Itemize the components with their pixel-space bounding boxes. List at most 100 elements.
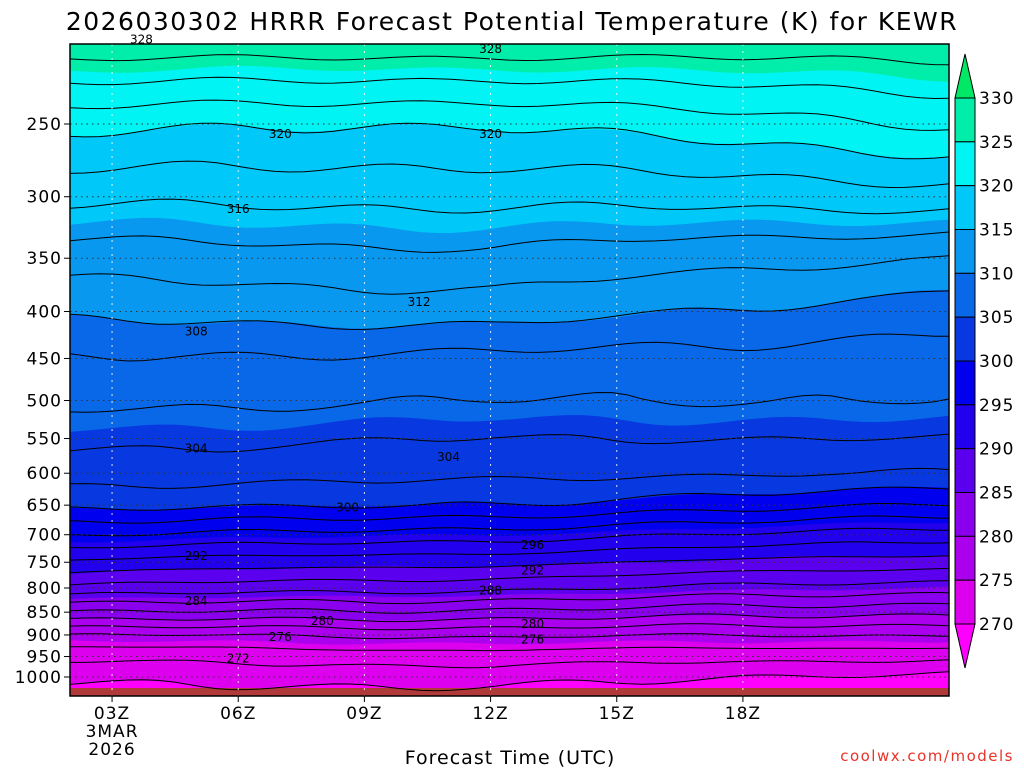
contour-label-296: 296 [521, 538, 544, 552]
credit-text: coolwx.com/models [840, 747, 1014, 765]
y-tick-label-950: 950 [27, 648, 62, 668]
contour-label-text: 300 [336, 500, 359, 514]
contour-line-326 [70, 53, 949, 66]
contour-line-288 [70, 567, 949, 586]
colorbar-band [954, 185, 976, 231]
contour-line-310 [70, 290, 949, 331]
contour-label-text: 316 [227, 202, 250, 216]
contour-line-296 [70, 515, 949, 537]
y-tick-label-900: 900 [27, 626, 62, 646]
y-tick-label-750: 750 [27, 553, 62, 573]
x-tick-label-09Z: 09Z [346, 704, 382, 724]
contour-label-308: 308 [185, 324, 208, 338]
pressure-axis: 250 300 350 400 450 500 550 600 650 700 750 800 850 9… [15, 115, 70, 688]
contour-label-288: 288 [479, 583, 502, 597]
colorbar-label-290: 290 [979, 440, 1014, 460]
contour-label-text: 292 [185, 549, 208, 563]
colorbar-band [954, 492, 976, 537]
contour-line-282 [70, 602, 949, 614]
x-tick-label-06Z: 06Z [220, 704, 256, 724]
y-tick-label-350: 350 [27, 249, 62, 269]
colorbar-label-275: 275 [979, 571, 1014, 591]
contour-label-304: 304 [437, 450, 460, 464]
contour-label-304: 304 [185, 441, 208, 455]
contour-label-316: 316 [227, 202, 250, 216]
colorbar-label-285: 285 [979, 484, 1014, 504]
contour-label-320: 320 [269, 127, 292, 141]
contour-line-292 [70, 541, 949, 561]
contour-label-284: 284 [185, 594, 208, 608]
contour-label-text: 304 [437, 450, 460, 464]
colorbar-label-280: 280 [979, 527, 1014, 547]
colorbar-band [954, 448, 976, 493]
contour-line-278 [70, 623, 949, 631]
y-tick-label-800: 800 [27, 579, 62, 599]
y-tick-label-300: 300 [27, 188, 62, 208]
y-tick-label-500: 500 [27, 392, 62, 412]
contour-line-314 [70, 231, 949, 253]
contour-line-318 [70, 160, 949, 189]
contour-line-312 [70, 255, 949, 295]
x-tick-label-12Z: 12Z [472, 704, 508, 724]
contour-label-292: 292 [185, 549, 208, 563]
contour-line-302 [70, 467, 949, 489]
x-tick-label-18Z: 18Z [725, 704, 761, 724]
colorbar-band [954, 360, 976, 406]
contour-label-text: 320 [479, 127, 502, 141]
colorbar-band [954, 141, 976, 187]
contour-line-272 [70, 659, 949, 669]
contour-line-286 [70, 580, 949, 595]
contour-label-272: 272 [227, 651, 250, 665]
y-tick-label-400: 400 [27, 302, 62, 322]
y-tick-label-1000: 1000 [15, 668, 62, 688]
contour-label-text: 292 [521, 564, 544, 578]
colorbar-label-270: 270 [979, 615, 1014, 635]
contour-label-text: 308 [185, 324, 208, 338]
colorbar: 270 275 280 285 290 295 300 305 310 315 320 325 330 [954, 53, 1014, 669]
contour-label-text: 288 [479, 583, 502, 597]
y-tick-label-450: 450 [27, 349, 62, 369]
contour-label-text: 280 [521, 617, 544, 631]
colorbar-label-320: 320 [979, 177, 1014, 197]
y-tick-label-850: 850 [27, 603, 62, 623]
contour-label-text: 320 [269, 127, 292, 141]
fill-band-325 [70, 44, 949, 82]
plot-gridlines [70, 44, 949, 696]
colorbar-label-295: 295 [979, 396, 1014, 416]
contour-line-280 [70, 613, 949, 623]
contour-line-308 [70, 333, 949, 362]
colorbar-band [954, 97, 976, 143]
contour-line-322 [70, 99, 949, 131]
y-tick-label-550: 550 [27, 430, 62, 450]
ground-strip [70, 688, 949, 696]
colorbar-band [954, 229, 976, 274]
colorbar-band [954, 316, 976, 362]
contour-line-300 [70, 486, 949, 511]
colorbar-label-315: 315 [979, 221, 1014, 241]
contour-labels: 328 328 320 320 316 312 308 304 304 300 296 292 292 2… [130, 32, 544, 665]
contour-label-text: 276 [269, 630, 292, 644]
y-tick-label-650: 650 [27, 496, 62, 516]
contour-line-274 [70, 646, 949, 652]
colorbar-band [954, 535, 976, 581]
y-tick-label-250: 250 [27, 115, 62, 135]
contour-label-text: 276 [521, 632, 544, 646]
colorbar-band [954, 404, 976, 450]
contour-label-text: 328 [130, 32, 153, 46]
contour-label-328: 328 [130, 32, 153, 46]
x-axis-label: Forecast Time (UTC) [405, 747, 615, 768]
colorbar-label-305: 305 [979, 308, 1014, 328]
contour-label-text: 328 [479, 42, 502, 56]
x-tick-label-03Z: 03Z [94, 704, 130, 724]
contour-line-320 [70, 122, 949, 160]
plot-frame [69, 43, 950, 697]
theta-filled-contours [70, 44, 949, 696]
colorbar-label-310: 310 [979, 264, 1014, 284]
contour-label-280: 280 [521, 617, 544, 631]
colorbar-band [954, 272, 976, 318]
contour-line-324 [70, 76, 949, 100]
colorbar-label-325: 325 [979, 133, 1014, 153]
contour-label-292: 292 [521, 564, 544, 578]
